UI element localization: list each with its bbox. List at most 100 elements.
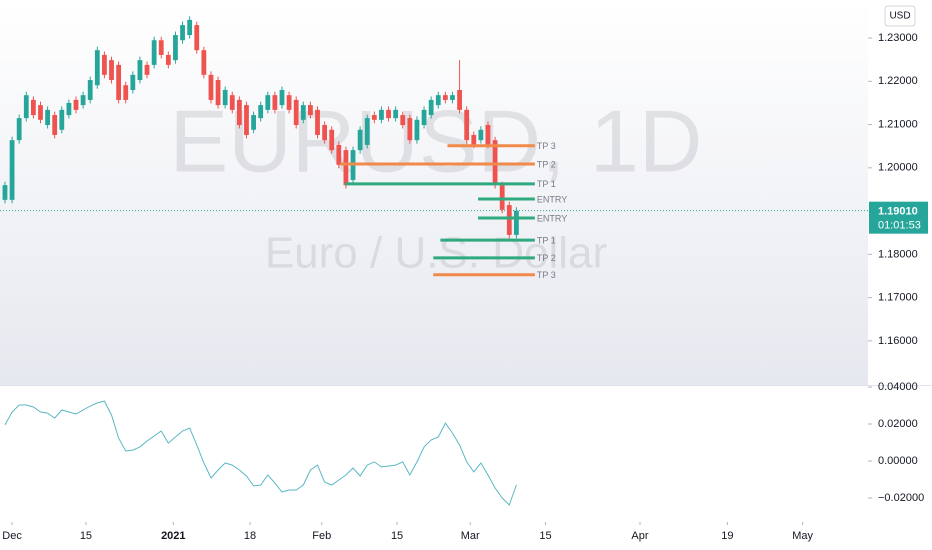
main-pane — [0, 0, 868, 385]
indicator-line — [4, 400, 517, 506]
x-tick-label: Dec — [2, 530, 22, 542]
y-tick-label: 1.17000 — [878, 292, 918, 304]
candle-body — [236, 99, 242, 126]
candle-body — [329, 129, 335, 151]
level-label: TP 1 — [537, 235, 556, 245]
candle-body — [208, 74, 214, 100]
watermark-description: Euro / U.S. Dollar — [265, 229, 607, 278]
candle-body — [201, 50, 207, 75]
candle-body — [258, 105, 264, 119]
currency-button[interactable] — [884, 5, 916, 27]
candle-body — [123, 85, 129, 100]
candle-body — [506, 205, 512, 235]
level-label: ENTRY — [537, 213, 567, 223]
candle-body — [386, 109, 391, 119]
candle-body — [59, 109, 65, 130]
y-tick-label: 1.22000 — [878, 75, 918, 87]
candle-body — [343, 150, 349, 186]
y2-tick-label: 0.04000 — [878, 381, 918, 393]
watermark-symbol: EURUSD, 1D — [170, 91, 703, 190]
x-tick-label: 18 — [244, 530, 256, 542]
candle-body — [265, 95, 271, 110]
candle-body — [286, 95, 292, 110]
candle-body — [158, 40, 164, 55]
candle-body — [66, 102, 72, 116]
y2-tick-label: 0.00000 — [878, 455, 918, 467]
level-label: TP 2 — [537, 159, 556, 169]
y-tick-label: 1.18000 — [878, 248, 918, 260]
candle-body — [379, 109, 384, 120]
level-label: TP 2 — [537, 253, 556, 263]
candle-body — [187, 19, 193, 36]
x-tick-label: May — [792, 530, 813, 542]
candle-body — [393, 109, 399, 119]
level-label: TP 1 — [537, 179, 556, 189]
candle-body — [450, 95, 455, 100]
x-tick-label: Mar — [461, 530, 480, 542]
y2-tick-label: −0.02000 — [878, 492, 924, 504]
x-tick-label: 15 — [539, 530, 551, 542]
candle-body — [137, 60, 143, 81]
candle-body — [478, 129, 484, 141]
candle-body — [315, 109, 320, 135]
x-tick-label: Feb — [312, 530, 331, 542]
candle-body — [80, 95, 86, 106]
candle-body — [272, 95, 278, 110]
candle-body — [308, 105, 313, 116]
currency-label[interactable]: USD — [889, 11, 910, 22]
candle-body — [45, 109, 50, 126]
candle-body — [73, 99, 79, 110]
x-tick-label: 19 — [721, 530, 733, 542]
last-price-label: 1.19010 — [878, 206, 918, 218]
candle-body — [102, 54, 107, 75]
candle-body — [400, 115, 406, 126]
y2-tick-label: 0.02000 — [878, 418, 918, 430]
candle-body — [357, 129, 363, 151]
y-tick-label: 1.21000 — [878, 118, 918, 130]
candle-body — [407, 118, 413, 141]
candle-body — [194, 25, 200, 51]
indicator-pane — [0, 386, 868, 522]
candle-body — [300, 105, 306, 120]
candle-body — [23, 95, 29, 119]
candle-body — [513, 210, 519, 235]
y-tick-label: 1.16000 — [878, 335, 918, 347]
countdown-label: 01:01:53 — [878, 220, 921, 232]
candle-body — [364, 118, 370, 145]
y-tick-label: 1.23000 — [878, 32, 918, 44]
candle-body — [442, 95, 448, 100]
candle-body — [151, 40, 157, 65]
candle-body — [336, 144, 342, 165]
candle-body — [428, 99, 434, 116]
candle-body — [52, 115, 58, 135]
candle-body — [87, 80, 93, 100]
candle-body — [244, 105, 249, 135]
x-tick-label: 15 — [80, 530, 92, 542]
x-tick-label: Apr — [631, 530, 648, 542]
candle-body — [9, 140, 15, 200]
candle-body — [371, 115, 377, 120]
candle-body — [457, 89, 462, 110]
x-tick-label: 15 — [391, 530, 403, 542]
candle-body — [435, 95, 441, 106]
candle-body — [471, 134, 477, 145]
level-label: ENTRY — [537, 194, 567, 204]
candle-body — [144, 64, 150, 75]
level-label: TP 3 — [537, 141, 556, 151]
candle-body — [130, 74, 136, 90]
candle-body — [116, 64, 122, 100]
candle-body — [180, 25, 185, 41]
candle-body — [173, 35, 178, 61]
candle-body — [2, 185, 8, 200]
candle-body — [109, 60, 114, 81]
candle-body — [30, 99, 36, 116]
x-tick-label: 2021 — [161, 530, 185, 542]
candle-body — [165, 54, 171, 65]
candle-body — [293, 99, 299, 126]
candle-body — [94, 50, 100, 86]
y-tick-label: 1.20000 — [878, 162, 918, 174]
candle-body — [499, 185, 505, 210]
candle-body — [38, 105, 43, 120]
candle-body — [279, 89, 285, 106]
